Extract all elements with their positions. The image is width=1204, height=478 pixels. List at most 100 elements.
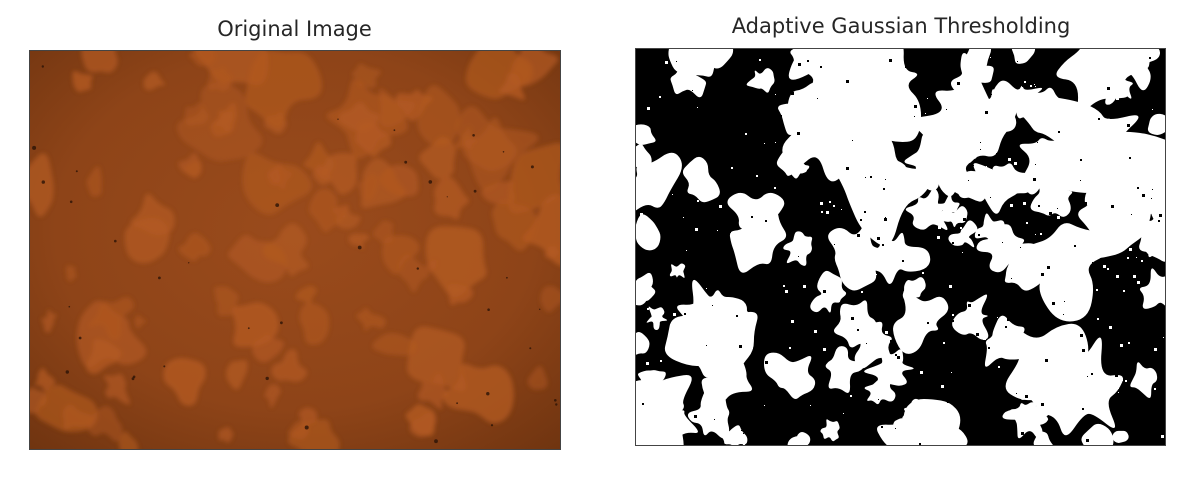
threshold-speck	[791, 310, 794, 313]
threshold-speck	[642, 150, 643, 151]
threshold-speck	[1016, 393, 1017, 394]
threshold-speck	[962, 252, 963, 253]
original-grain	[81, 51, 118, 73]
threshold-speck	[692, 187, 694, 189]
original-speck	[434, 439, 438, 444]
threshold-speck	[1148, 289, 1149, 290]
threshold-speck	[1077, 398, 1079, 400]
threshold-speck	[1080, 159, 1082, 161]
threshold-speck	[1107, 268, 1109, 270]
threshold-speck	[764, 405, 765, 406]
threshold-speck	[692, 90, 693, 91]
original-grain	[492, 200, 537, 251]
threshold-speck	[1147, 94, 1150, 97]
threshold-speck	[949, 285, 952, 288]
original-grain	[30, 153, 54, 217]
threshold-speck	[1001, 174, 1002, 175]
threshold-speck	[759, 59, 761, 61]
threshold-speck	[884, 83, 887, 86]
threshold-speck	[704, 135, 705, 136]
threshold-speck	[927, 322, 929, 324]
threshold-speck	[857, 113, 858, 114]
threshold-speck	[984, 263, 987, 266]
threshold-speck	[1137, 187, 1139, 189]
threshold-speck	[1154, 388, 1156, 390]
threshold-edge-region	[1143, 236, 1165, 262]
threshold-speck	[985, 111, 988, 114]
threshold-speck	[1129, 157, 1131, 159]
original-speck	[41, 180, 45, 184]
threshold-speck	[1002, 242, 1003, 243]
threshold-speck	[756, 175, 758, 177]
threshold-speck	[998, 135, 1001, 138]
threshold-speck	[1021, 432, 1024, 435]
threshold-speck	[814, 328, 817, 331]
threshold-speck	[919, 443, 921, 445]
threshold-speck	[829, 201, 831, 203]
threshold-speck	[662, 366, 663, 367]
threshold-region	[1078, 189, 1152, 259]
threshold-speck	[1118, 202, 1121, 205]
threshold-speck	[765, 361, 768, 364]
threshold-region	[1002, 402, 1049, 431]
threshold-speck	[977, 401, 979, 403]
threshold-speck	[978, 440, 979, 441]
original-speck	[114, 239, 117, 243]
threshold-speck	[673, 313, 676, 316]
threshold-speck	[914, 105, 917, 108]
threshold-speck	[672, 194, 673, 195]
threshold-speck	[996, 153, 999, 156]
threshold-speck	[706, 73, 707, 74]
original-grain	[262, 223, 309, 276]
threshold-speck	[976, 333, 979, 336]
threshold-region	[636, 384, 653, 408]
threshold-speck	[817, 98, 818, 99]
threshold-region	[952, 294, 989, 340]
threshold-speck	[692, 84, 694, 86]
threshold-edge-region	[636, 124, 656, 145]
threshold-speck	[1005, 326, 1007, 328]
threshold-speck	[1066, 63, 1067, 64]
threshold-speck	[739, 345, 742, 348]
threshold-speck	[978, 234, 980, 236]
threshold-speck	[1116, 275, 1119, 278]
threshold-region	[687, 380, 730, 439]
threshold-speck	[1118, 392, 1119, 393]
threshold-edge-region	[636, 144, 652, 170]
threshold-speck	[1098, 118, 1100, 120]
threshold-speck	[1085, 354, 1086, 355]
original-grain	[66, 265, 77, 282]
original-grain	[455, 127, 478, 150]
threshold-speck	[1028, 318, 1029, 319]
threshold-speck	[852, 236, 853, 237]
threshold-speck	[743, 433, 744, 434]
threshold-speck	[745, 133, 747, 135]
threshold-speck	[979, 107, 981, 109]
original-grain	[130, 193, 175, 236]
threshold-speck	[1116, 97, 1119, 100]
threshold-speck	[1096, 289, 1098, 291]
threshold-speck	[941, 385, 944, 388]
threshold-speck	[697, 200, 699, 202]
original-grain	[245, 51, 322, 129]
original-speck	[428, 180, 433, 184]
threshold-speck	[820, 202, 823, 205]
threshold-speck	[759, 247, 761, 249]
threshold-region	[820, 419, 840, 442]
threshold-speck	[1007, 318, 1010, 321]
threshold-speck	[679, 407, 682, 410]
threshold-speck	[1040, 233, 1042, 235]
threshold-speck	[685, 100, 688, 103]
threshold-region	[1130, 362, 1158, 399]
original-grain	[295, 285, 317, 305]
threshold-region	[872, 164, 893, 185]
threshold-speck	[717, 82, 718, 83]
threshold-speck	[759, 142, 761, 144]
threshold-speck	[1080, 334, 1083, 337]
threshold-speck	[1093, 75, 1095, 77]
threshold-speck	[973, 165, 974, 166]
threshold-speck	[1080, 180, 1081, 181]
threshold-speck	[1046, 218, 1047, 219]
threshold-speck	[772, 61, 775, 64]
original-grain	[118, 431, 139, 449]
